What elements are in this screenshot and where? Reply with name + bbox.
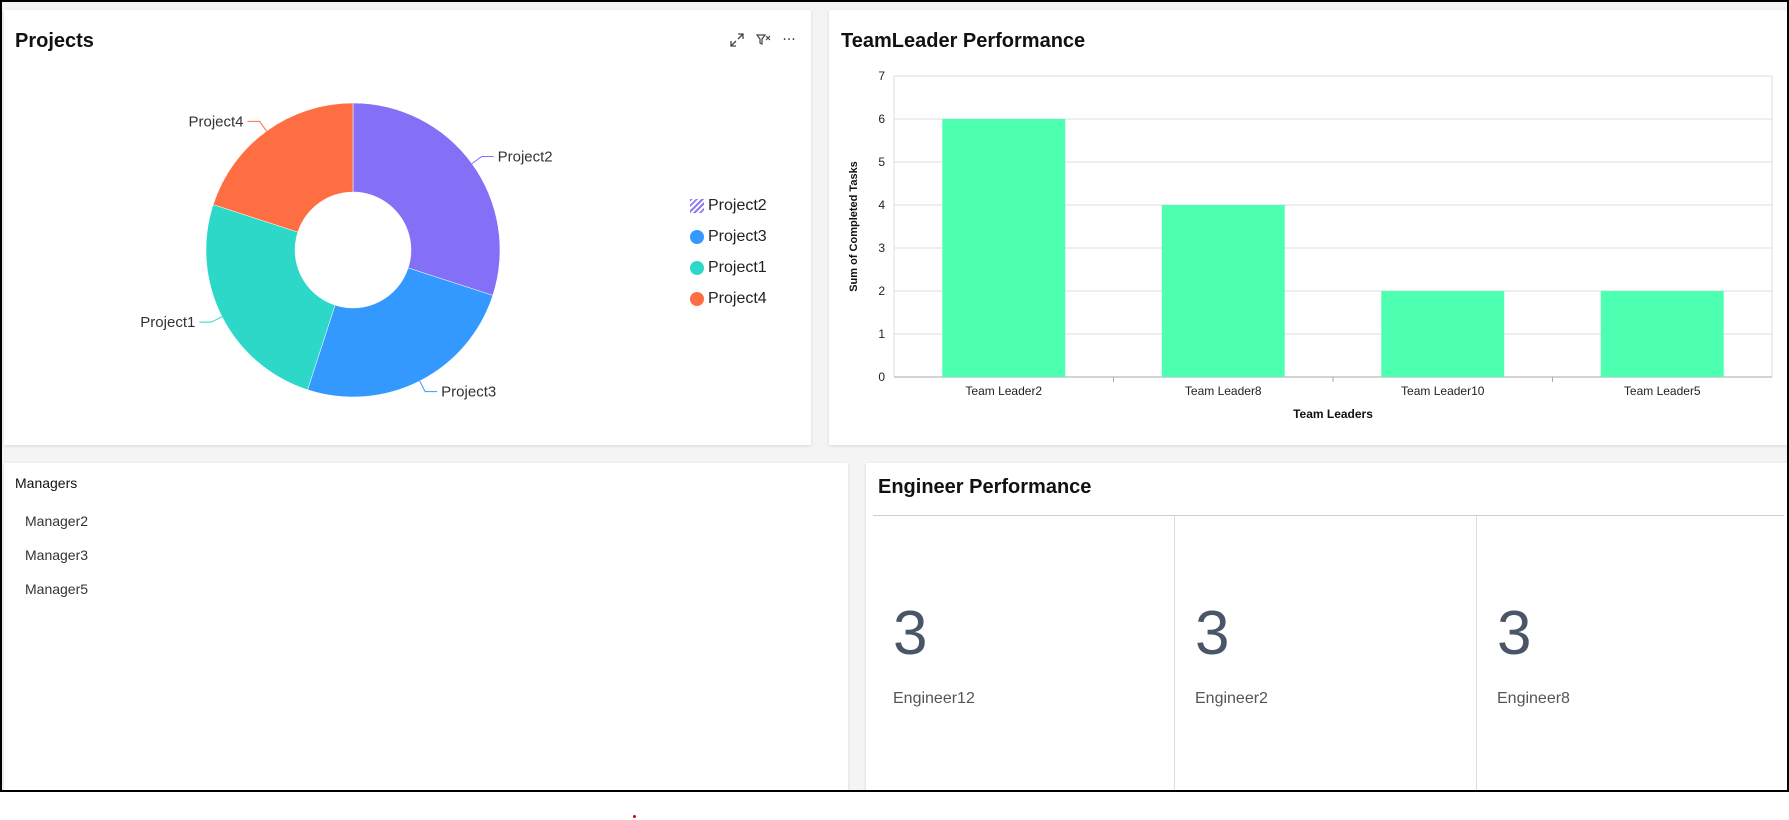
projects-toolbar: ··· — [729, 32, 797, 48]
projects-panel: Projects ··· Project2 Project3 Project1 Pro… — [4, 10, 811, 445]
engineer-panel: Engineer Performance 3 Engineer12 3 Engi… — [866, 463, 1787, 790]
kpi-label: Engineer2 — [1195, 690, 1268, 707]
donut-leader-line — [247, 120, 268, 132]
donut-data-label: Project1 — [140, 314, 195, 331]
bar[interactable] — [1381, 291, 1505, 377]
engineer-divider — [873, 515, 1784, 516]
managers-panel: Managers Manager2 Manager3 Manager5 — [4, 463, 848, 790]
manager-item[interactable]: Manager3 — [25, 547, 89, 563]
kpi-card[interactable]: 3 Engineer2 — [1174, 516, 1475, 790]
team-leader-title: TeamLeader Performance — [841, 30, 1086, 52]
donut-leader-line — [419, 380, 438, 393]
donut-slice-project4[interactable] — [212, 102, 354, 233]
projects-donut-chart: Project2 Project3 Project1 Project4 — [140, 102, 553, 401]
donut-leader-line — [471, 156, 494, 165]
manager-item[interactable]: Manager5 — [25, 581, 89, 597]
y-tick-label: 4 — [878, 198, 885, 212]
projects-legend: Project2 Project3 Project1 Project4 — [690, 190, 767, 314]
managers-title: Managers — [15, 475, 78, 491]
y-axis-title: Sum of Completed Tasks — [848, 161, 860, 292]
kpi-card[interactable]: 3 Engineer8 — [1476, 516, 1777, 790]
y-tick-label: 6 — [878, 112, 885, 126]
team-leader-panel: TeamLeader Performance 0 1 2 3 4 5 6 7 Team Lead… — [829, 10, 1787, 445]
legend-item[interactable]: Project2 — [690, 190, 767, 221]
donut-data-label: Project2 — [498, 149, 553, 166]
donut-slice-project1[interactable] — [205, 204, 336, 391]
legend-label: Project4 — [708, 289, 767, 307]
cursor-dot — [633, 815, 636, 818]
x-axis-title: Team Leaders — [1293, 407, 1373, 421]
expand-icon[interactable] — [729, 32, 745, 48]
filter-clear-icon[interactable] — [755, 32, 771, 48]
y-tick-label: 7 — [878, 69, 885, 83]
legend-swatch — [690, 198, 704, 213]
legend-item[interactable]: Project4 — [690, 283, 767, 314]
bar[interactable] — [942, 119, 1066, 377]
y-tick-label: 0 — [878, 370, 885, 384]
legend-label: Project1 — [708, 258, 767, 276]
x-tick-label: Team Leader8 — [1185, 384, 1262, 398]
engineer-title: Engineer Performance — [878, 476, 1092, 498]
y-tick-label: 1 — [878, 327, 885, 341]
y-tick-label: 3 — [878, 241, 885, 255]
kpi-value: 3 — [1195, 599, 1230, 668]
donut-hole — [295, 192, 411, 308]
donut-leader-line — [199, 316, 223, 323]
bar[interactable] — [1600, 291, 1724, 377]
y-tick-label: 2 — [878, 284, 885, 298]
x-tick-label: Team Leader2 — [965, 384, 1042, 398]
legend-item[interactable]: Project1 — [690, 252, 767, 283]
donut-slice-project2[interactable] — [352, 102, 501, 296]
team-leader-bar-chart: 0 1 2 3 4 5 6 7 Team Leader2 Team Leader8 Team Lea… — [848, 69, 1773, 421]
kpi-label: Engineer8 — [1497, 690, 1570, 707]
y-tick-label: 5 — [878, 155, 885, 169]
managers-list: Manager2 Manager3 Manager5 — [25, 513, 88, 615]
x-tick-label: Team Leader5 — [1624, 384, 1701, 398]
legend-swatch — [690, 229, 704, 244]
x-tick-label: Team Leader10 — [1401, 384, 1485, 398]
manager-item[interactable]: Manager2 — [25, 513, 89, 529]
legend-label: Project2 — [708, 196, 767, 214]
projects-title: Projects — [15, 30, 94, 52]
legend-label: Project3 — [708, 227, 767, 245]
kpi-value: 3 — [893, 599, 928, 668]
legend-item[interactable]: Project3 — [690, 221, 767, 252]
more-icon[interactable]: ··· — [782, 32, 796, 48]
legend-swatch — [690, 260, 704, 275]
donut-data-label: Project4 — [189, 113, 244, 130]
donut-data-label: Project3 — [441, 384, 496, 401]
donut-slice-project3[interactable] — [307, 267, 494, 398]
legend-swatch — [690, 291, 704, 306]
dashboard-frame: Projects ··· Project2 Project3 Project1 Pro… — [0, 0, 1789, 792]
kpi-value: 3 — [1497, 599, 1532, 668]
kpi-card[interactable]: 3 Engineer12 — [873, 516, 1174, 790]
kpi-label: Engineer12 — [893, 690, 975, 707]
bar[interactable] — [1161, 205, 1285, 377]
